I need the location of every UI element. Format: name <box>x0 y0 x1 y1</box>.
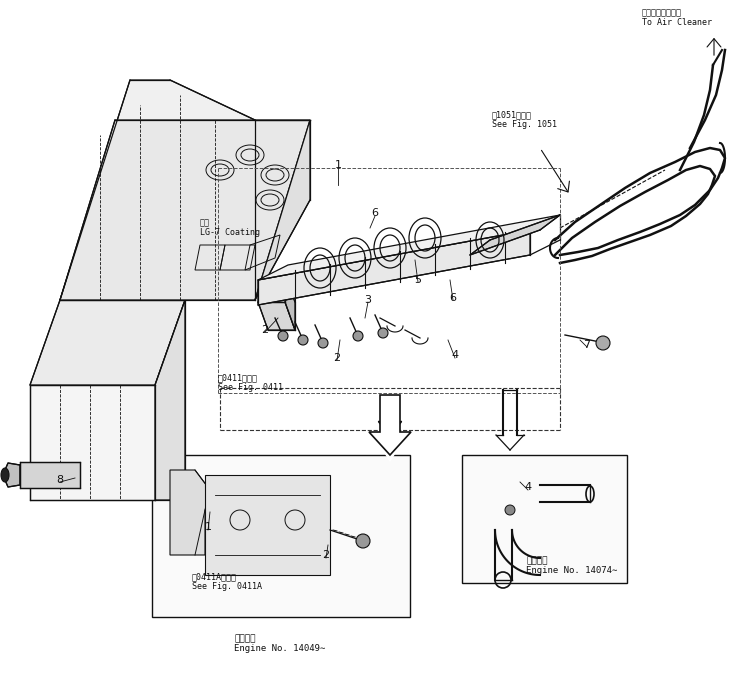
Ellipse shape <box>356 534 370 548</box>
Ellipse shape <box>278 331 288 341</box>
Ellipse shape <box>298 335 308 345</box>
Text: エアークリーナヘ
To Air Cleaner: エアークリーナヘ To Air Cleaner <box>642 8 712 28</box>
Text: 6: 6 <box>371 208 379 218</box>
Polygon shape <box>170 470 210 555</box>
Text: 適用号機
Engine No. 14049∼: 適用号機 Engine No. 14049∼ <box>234 634 326 653</box>
Polygon shape <box>5 463 20 487</box>
Polygon shape <box>20 462 80 488</box>
Polygon shape <box>60 120 310 300</box>
Polygon shape <box>470 215 560 255</box>
Text: 1: 1 <box>335 160 341 170</box>
Polygon shape <box>155 300 185 500</box>
Polygon shape <box>258 215 560 280</box>
Text: 第1051図参照
See Fig. 1051: 第1051図参照 See Fig. 1051 <box>492 110 557 129</box>
Ellipse shape <box>1 468 9 482</box>
Polygon shape <box>258 280 285 302</box>
Ellipse shape <box>378 328 388 338</box>
Text: 2: 2 <box>322 550 330 560</box>
Ellipse shape <box>353 331 363 341</box>
Polygon shape <box>60 80 255 300</box>
FancyArrow shape <box>379 395 401 461</box>
Text: 2: 2 <box>333 353 341 363</box>
Text: 1: 1 <box>205 522 211 532</box>
Bar <box>152 455 410 617</box>
Text: 3: 3 <box>365 295 371 305</box>
Ellipse shape <box>596 336 610 350</box>
Text: 2: 2 <box>261 325 269 335</box>
Text: 4: 4 <box>524 482 531 492</box>
Text: 5: 5 <box>415 275 421 285</box>
Text: 6: 6 <box>449 293 457 303</box>
Polygon shape <box>30 385 155 500</box>
Polygon shape <box>255 120 310 300</box>
Polygon shape <box>205 475 330 575</box>
Polygon shape <box>369 395 411 455</box>
Ellipse shape <box>318 338 328 348</box>
Polygon shape <box>30 300 185 385</box>
Text: 7: 7 <box>584 340 591 350</box>
Text: 4: 4 <box>451 350 459 360</box>
Text: 第0411A図参照
See Fig. 0411A: 第0411A図参照 See Fig. 0411A <box>192 572 262 591</box>
Text: 塗布
LG-7 Coating: 塗布 LG-7 Coating <box>200 218 260 237</box>
Text: 適用号機
Engine No. 14074∼: 適用号機 Engine No. 14074∼ <box>526 556 618 576</box>
Polygon shape <box>258 302 295 330</box>
Bar <box>462 455 627 583</box>
Text: 8: 8 <box>57 475 64 485</box>
Polygon shape <box>258 230 530 305</box>
Polygon shape <box>285 280 295 330</box>
Ellipse shape <box>505 505 515 515</box>
Text: 第0411図参照
See Fig. 0411: 第0411図参照 See Fig. 0411 <box>218 373 283 392</box>
